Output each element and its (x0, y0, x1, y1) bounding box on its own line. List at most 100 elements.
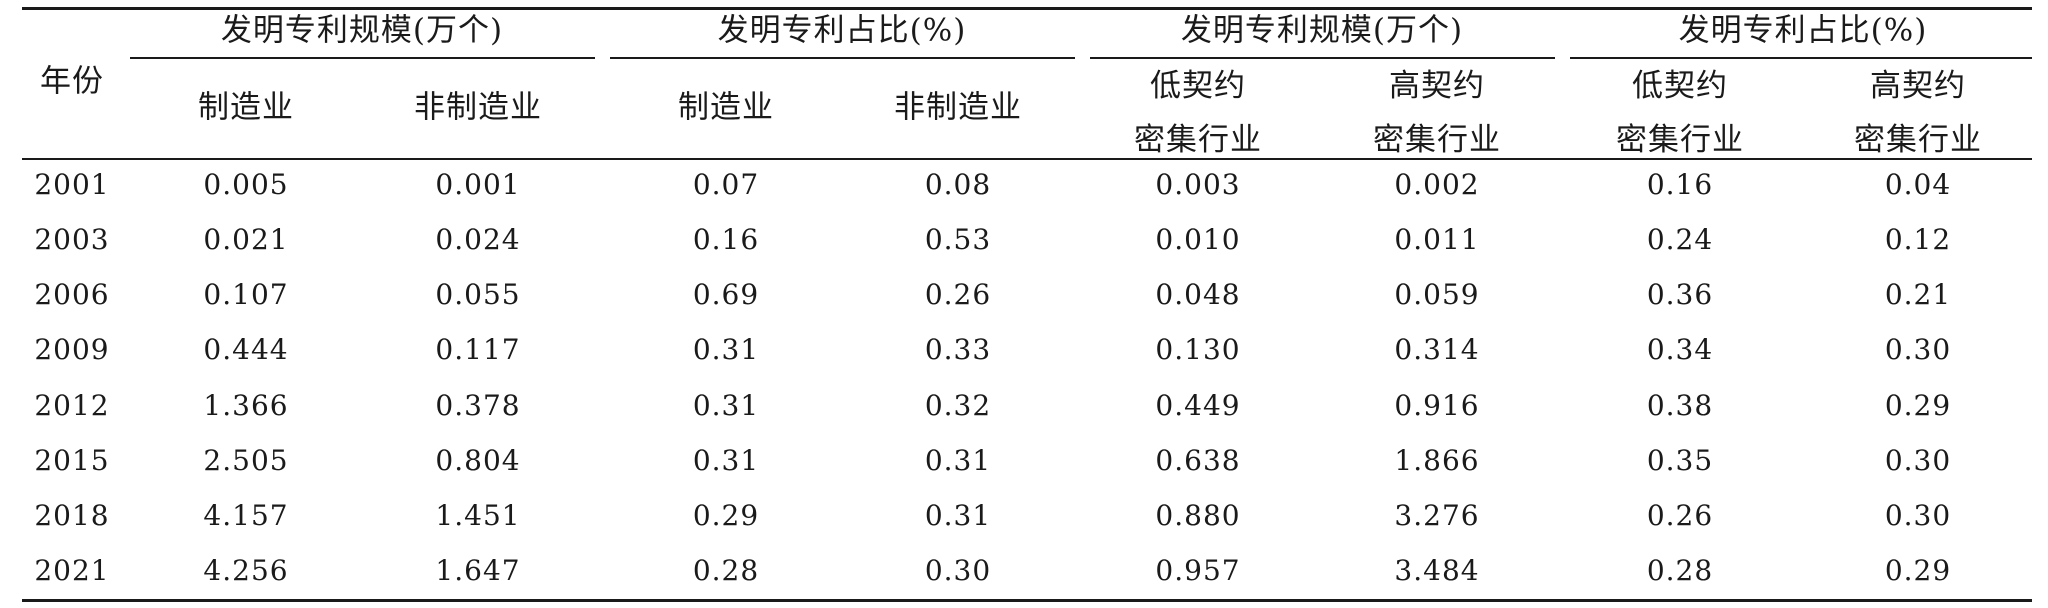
value-cell: 0.30 (924, 554, 992, 587)
table-top-rule (22, 7, 2032, 10)
value-cell: 0.048 (1155, 278, 1241, 311)
group-header-3: 发明专利规模(万个) (1180, 12, 1464, 49)
value-cell: 0.26 (924, 278, 992, 311)
column-header-line: 密集行业 (1373, 122, 1501, 158)
column-header-line: 高契约 (1389, 68, 1485, 104)
year-cell: 2018 (34, 499, 110, 532)
value-cell: 0.21 (1884, 278, 1952, 311)
value-cell: 0.31 (924, 499, 992, 532)
value-cell: 0.130 (1155, 333, 1241, 366)
value-cell: 0.024 (435, 223, 521, 256)
value-cell: 0.449 (1155, 389, 1241, 422)
year-cell: 2021 (34, 554, 110, 587)
group-header-1: 发明专利规模(万个) (220, 12, 504, 49)
group-rule-2 (610, 57, 1075, 59)
value-cell: 0.16 (692, 223, 760, 256)
group-rule-4 (1570, 57, 2032, 59)
value-cell: 0.010 (1155, 223, 1241, 256)
value-cell: 0.880 (1155, 499, 1241, 532)
value-cell: 0.002 (1394, 168, 1480, 201)
column-header: 非制造业 (894, 89, 1022, 126)
value-cell: 0.31 (924, 444, 992, 477)
value-cell: 0.444 (203, 333, 289, 366)
value-cell: 0.29 (1884, 554, 1952, 587)
value-cell: 3.276 (1394, 499, 1480, 532)
year-cell: 2009 (34, 333, 110, 366)
value-cell: 0.28 (1646, 554, 1714, 587)
value-cell: 0.16 (1646, 168, 1714, 201)
column-header-line: 低契约 (1632, 68, 1728, 104)
value-cell: 0.378 (435, 389, 521, 422)
value-cell: 4.256 (203, 554, 289, 587)
column-header-line: 密集行业 (1854, 122, 1982, 158)
value-cell: 2.505 (203, 444, 289, 477)
value-cell: 0.31 (692, 389, 760, 422)
value-cell: 0.12 (1884, 223, 1952, 256)
column-header: 低契约 密集行业 (1616, 59, 1744, 167)
group-header-2: 发明专利占比(%) (717, 12, 967, 49)
value-cell: 0.30 (1884, 444, 1952, 477)
value-cell: 0.30 (1884, 499, 1952, 532)
value-cell: 1.647 (435, 554, 521, 587)
group-header-4: 发明专利占比(%) (1678, 12, 1928, 49)
value-cell: 0.04 (1884, 168, 1952, 201)
value-cell: 3.484 (1394, 554, 1480, 587)
value-cell: 0.001 (435, 168, 521, 201)
table-bottom-rule (22, 599, 2032, 602)
year-cell: 2015 (34, 444, 110, 477)
value-cell: 0.638 (1155, 444, 1241, 477)
group-rule-3 (1090, 57, 1555, 59)
value-cell: 0.117 (435, 333, 521, 366)
value-cell: 0.38 (1646, 389, 1714, 422)
value-cell: 1.451 (435, 499, 521, 532)
value-cell: 0.804 (435, 444, 521, 477)
value-cell: 0.24 (1646, 223, 1714, 256)
value-cell: 0.35 (1646, 444, 1714, 477)
value-cell: 0.36 (1646, 278, 1714, 311)
value-cell: 0.08 (924, 168, 992, 201)
year-cell: 2001 (34, 168, 110, 201)
value-cell: 0.005 (203, 168, 289, 201)
value-cell: 0.53 (924, 223, 992, 256)
value-cell: 0.32 (924, 389, 992, 422)
value-cell: 0.314 (1394, 333, 1480, 366)
year-header: 年份 (40, 63, 104, 100)
value-cell: 0.059 (1394, 278, 1480, 311)
value-cell: 0.011 (1394, 223, 1480, 256)
column-header: 制造业 (198, 89, 294, 126)
value-cell: 0.957 (1155, 554, 1241, 587)
value-cell: 0.29 (692, 499, 760, 532)
value-cell: 0.07 (692, 168, 760, 201)
value-cell: 0.107 (203, 278, 289, 311)
value-cell: 0.28 (692, 554, 760, 587)
column-header-line: 低契约 (1150, 68, 1246, 104)
value-cell: 1.866 (1394, 444, 1480, 477)
column-header: 制造业 (678, 89, 774, 126)
column-header: 高契约 密集行业 (1373, 59, 1501, 167)
column-header-line: 密集行业 (1616, 122, 1744, 158)
value-cell: 0.29 (1884, 389, 1952, 422)
column-header-line: 密集行业 (1134, 122, 1262, 158)
column-header: 非制造业 (414, 89, 542, 126)
value-cell: 0.69 (692, 278, 760, 311)
value-cell: 4.157 (203, 499, 289, 532)
column-header-line: 高契约 (1870, 68, 1966, 104)
value-cell: 0.055 (435, 278, 521, 311)
value-cell: 0.31 (692, 333, 760, 366)
column-header: 高契约 密集行业 (1854, 59, 1982, 167)
value-cell: 1.366 (203, 389, 289, 422)
value-cell: 0.021 (203, 223, 289, 256)
year-cell: 2012 (34, 389, 110, 422)
group-rule-1 (130, 57, 595, 59)
value-cell: 0.34 (1646, 333, 1714, 366)
column-header: 低契约 密集行业 (1134, 59, 1262, 167)
value-cell: 0.33 (924, 333, 992, 366)
value-cell: 0.26 (1646, 499, 1714, 532)
value-cell: 0.30 (1884, 333, 1952, 366)
year-cell: 2003 (34, 223, 110, 256)
value-cell: 0.003 (1155, 168, 1241, 201)
table-header-rule (22, 158, 2032, 160)
year-cell: 2006 (34, 278, 110, 311)
value-cell: 0.916 (1394, 389, 1480, 422)
